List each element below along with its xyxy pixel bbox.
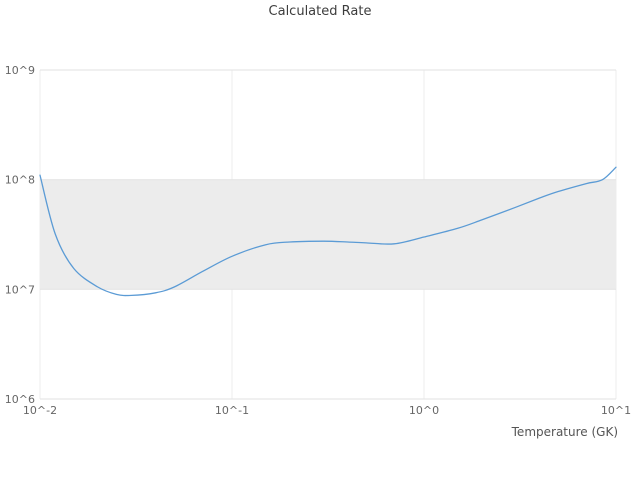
- x-tick-label: 10^1: [601, 404, 631, 417]
- y-tick-label: 10^6: [5, 393, 35, 406]
- y-tick-label: 10^9: [5, 64, 35, 77]
- rate-line: [39, 166, 617, 297]
- shaded-band: [40, 179, 616, 290]
- x-axis-label: Temperature (GK): [511, 425, 618, 439]
- x-tick-label: 10^-1: [215, 404, 249, 417]
- x-tick-label: 10^0: [409, 404, 439, 417]
- chart-title: Calculated Rate: [268, 4, 372, 19]
- x-tick-label: 10^-2: [23, 404, 57, 417]
- y-tick-label: 10^8: [5, 174, 35, 187]
- y-tick-label: 10^7: [5, 283, 35, 296]
